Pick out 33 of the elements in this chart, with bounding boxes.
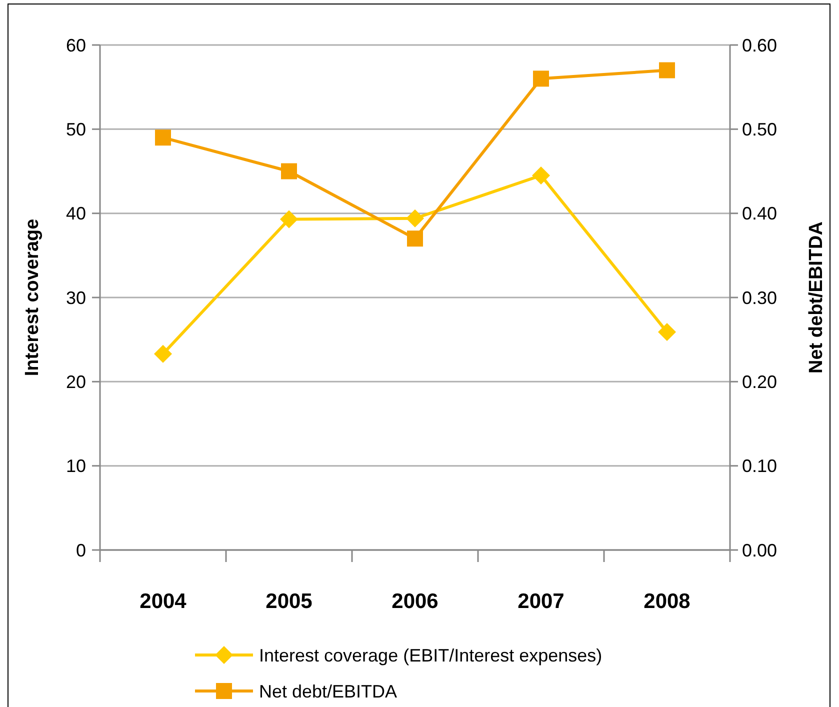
y-tick-label: 0	[76, 540, 86, 560]
y-axis-title: Interest coverage	[22, 218, 43, 376]
y2-tick-label: 0.30	[742, 288, 778, 308]
point	[533, 70, 549, 87]
y-tick-label: 60	[66, 35, 86, 56]
point	[280, 210, 298, 228]
y2-axis-title: Net debt/EBITDA	[806, 221, 827, 374]
point	[532, 166, 550, 184]
point	[154, 344, 172, 363]
point	[406, 209, 424, 228]
y-tick-label: 10	[66, 456, 86, 476]
y-tick-label: 40	[66, 204, 86, 224]
y2-tick-label: 0.40	[742, 204, 778, 224]
y2-tick-label: 0.60	[742, 35, 778, 56]
legend-label: Interest coverage (EBIT/Interest expenses)	[259, 645, 602, 666]
y-tick-label: 30	[66, 288, 86, 308]
x-tick-label: 2008	[644, 590, 691, 613]
point	[658, 323, 676, 342]
x-tick-label: 2006	[392, 590, 438, 613]
x-tick-label: 2007	[518, 590, 564, 613]
x-tick-label: 2004	[140, 590, 187, 613]
point	[155, 130, 171, 146]
y-tick-label: 20	[66, 372, 86, 392]
point	[281, 163, 297, 180]
legend-label: Net debt/EBITDA	[259, 681, 398, 702]
point	[659, 62, 675, 78]
y2-tick-label: 0.20	[742, 372, 778, 392]
point	[407, 230, 423, 247]
y-tick-label: 50	[66, 119, 86, 140]
y2-tick-label: 0.00	[742, 540, 778, 560]
y2-tick-label: 0.50	[742, 119, 778, 140]
x-tick-label: 2005	[266, 590, 313, 613]
y2-tick-label: 0.10	[742, 456, 778, 476]
